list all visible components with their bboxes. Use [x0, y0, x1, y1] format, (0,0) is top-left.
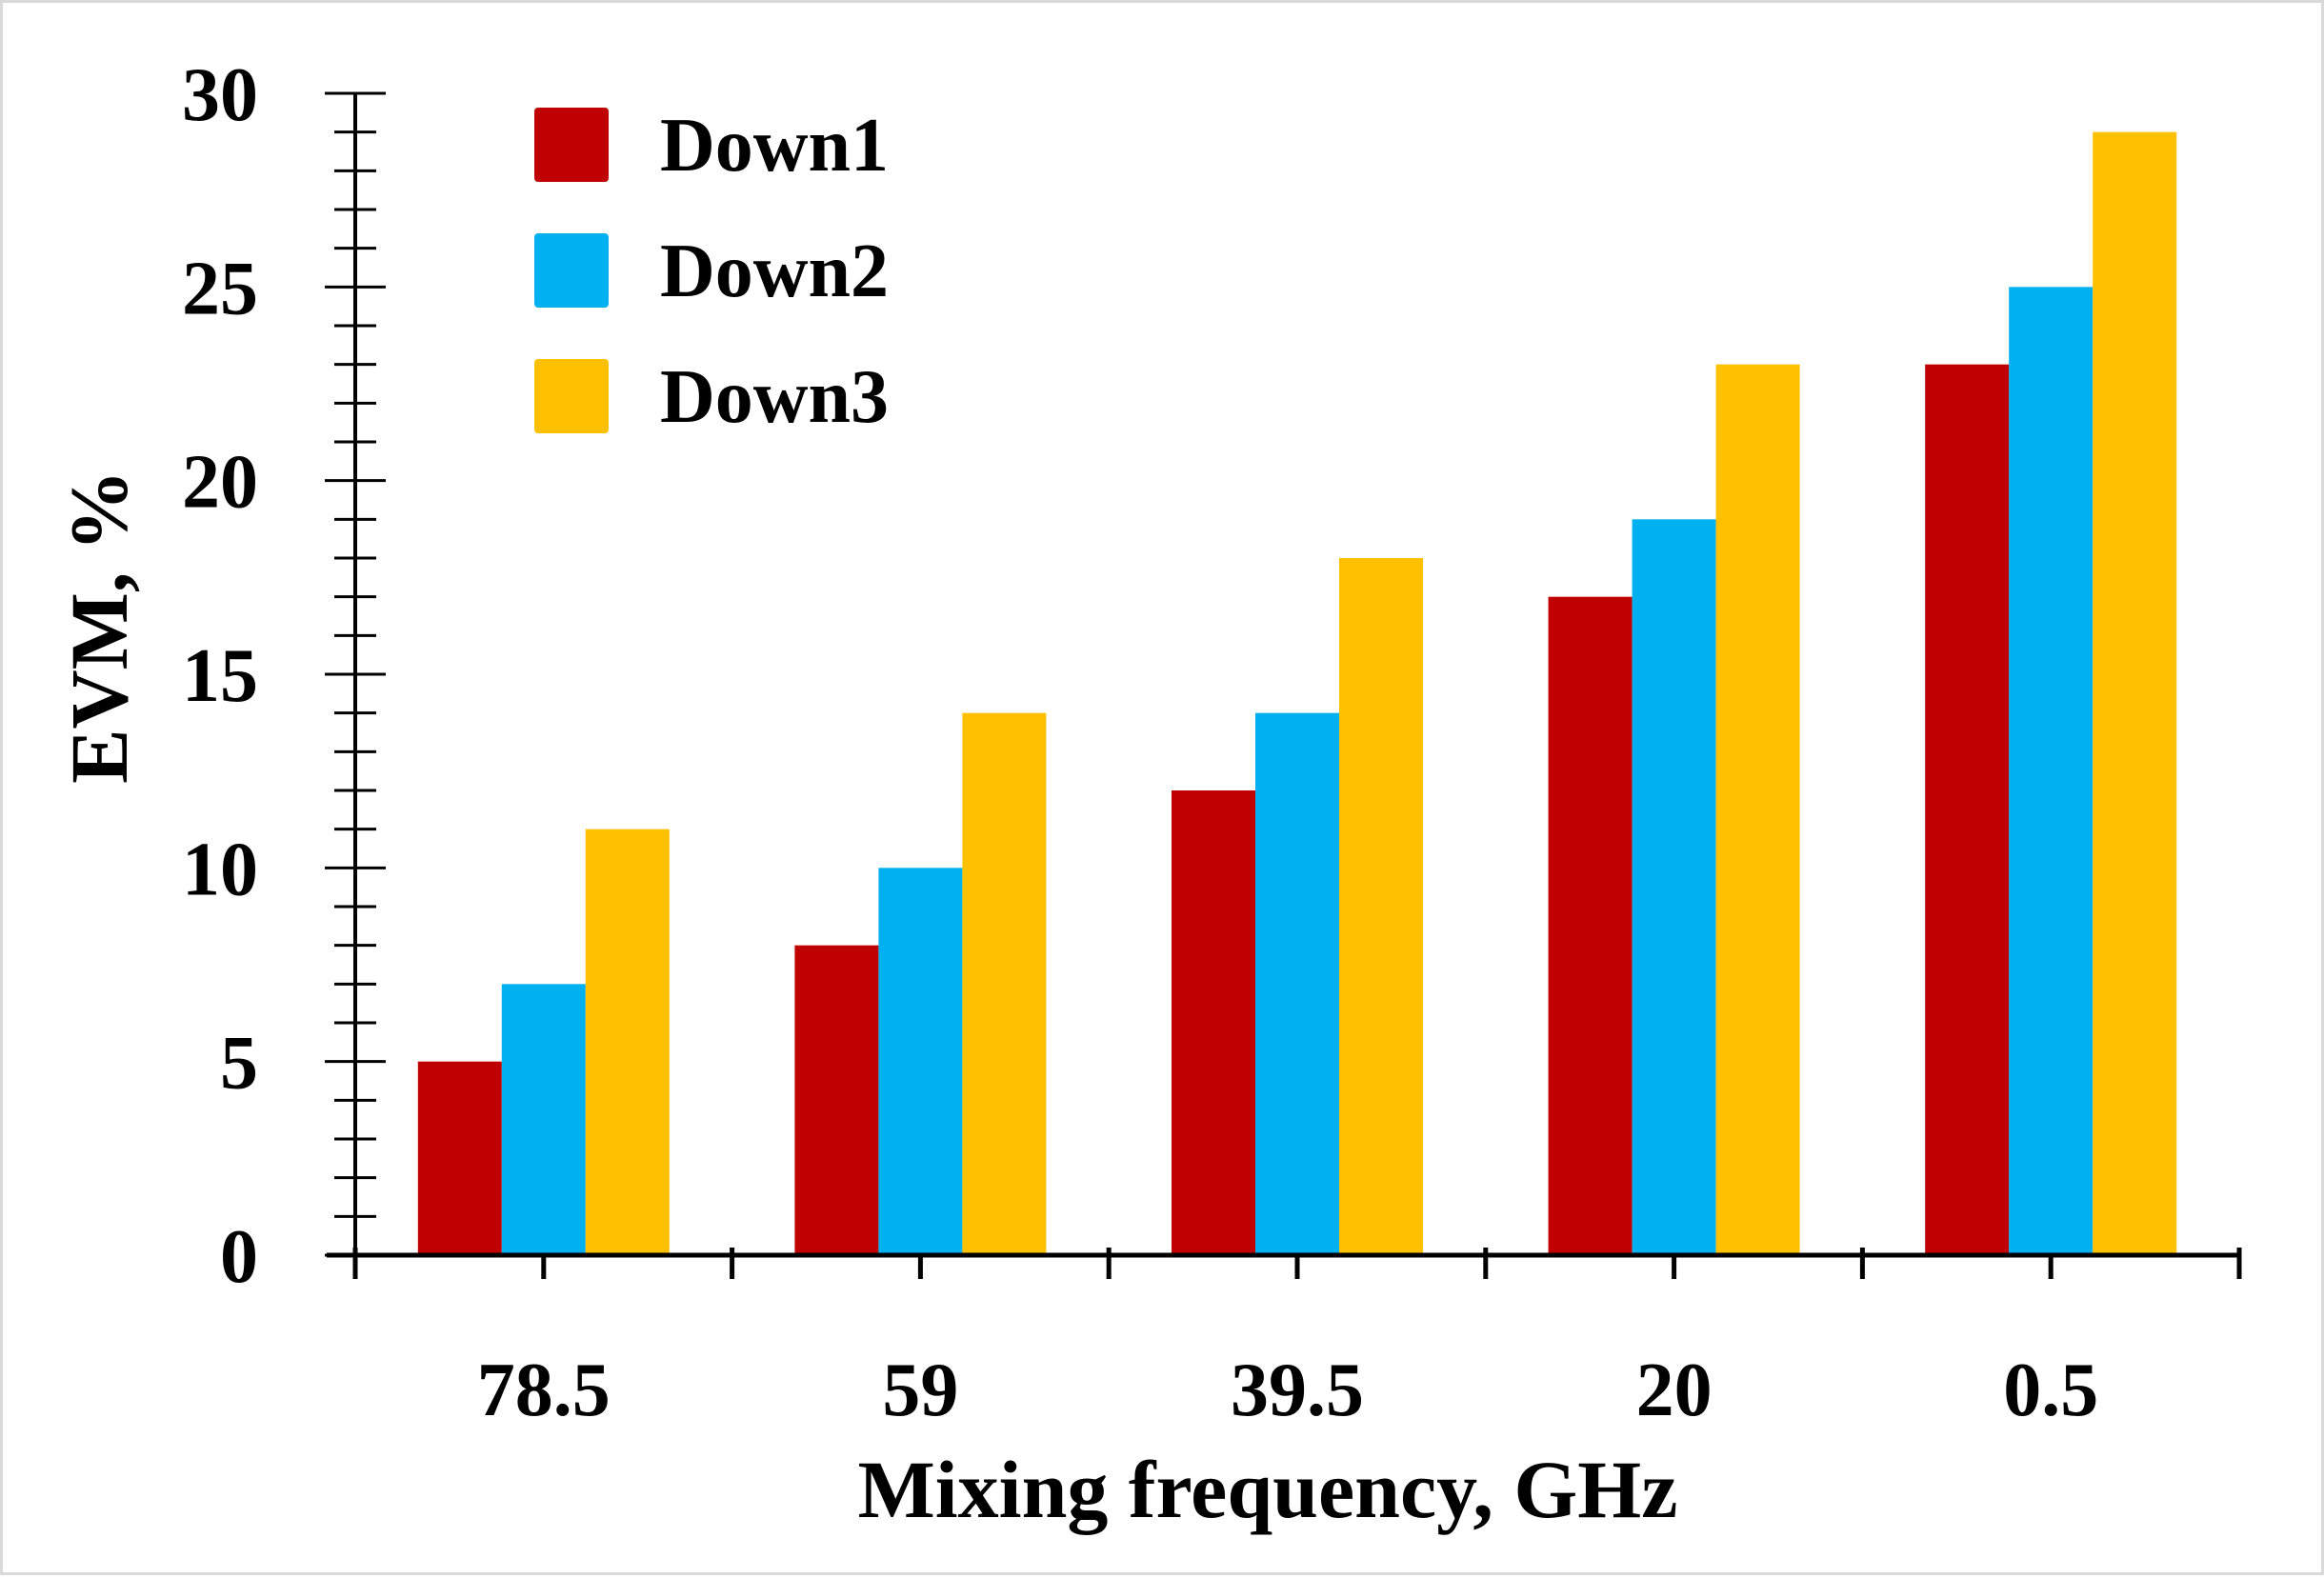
- y-tick-label-10: 10: [182, 828, 258, 911]
- x-tick-label-39.5: 39.5: [1231, 1348, 1364, 1432]
- y-tick-label-20: 20: [182, 441, 258, 525]
- legend-label-down1: Down1: [660, 104, 889, 188]
- axes-group: 0 5 10 15 20 25 30 78.5 59 39.5 20 0.5: [182, 53, 2242, 1432]
- y-tick-label-0: 0: [220, 1215, 258, 1299]
- legend-swatch-down3: [534, 359, 609, 433]
- bar-down1-39.5: [1172, 790, 1255, 1255]
- bar-down2-39.5: [1255, 712, 1339, 1255]
- bar-down3-20: [1715, 364, 1800, 1256]
- y-tick-label-15: 15: [182, 634, 258, 718]
- y-tick-label-25: 25: [182, 247, 258, 330]
- legend-swatch-down2: [534, 233, 609, 308]
- bar-down1-20: [1548, 596, 1633, 1255]
- bar-down1-59: [794, 945, 879, 1255]
- y-axis-title: EVM, %: [53, 469, 145, 784]
- bar-down2-59: [878, 868, 963, 1255]
- x-tick-label-59: 59: [882, 1348, 958, 1432]
- bar-down1-0.5: [1925, 364, 2010, 1256]
- bar-down3-39.5: [1339, 558, 1423, 1255]
- bars-group: [417, 131, 2177, 1256]
- legend-label-down3: Down3: [660, 355, 889, 439]
- bar-down2-78.5: [501, 984, 586, 1255]
- x-tick-label-0.5: 0.5: [2003, 1348, 2098, 1432]
- bar-down2-0.5: [2009, 287, 2094, 1255]
- y-tick-label-5: 5: [220, 1022, 258, 1106]
- legend-swatch-down1: [534, 108, 609, 182]
- bar-down2-20: [1632, 519, 1716, 1255]
- x-axis-title: Mixing frequency, GHz: [858, 1444, 1678, 1535]
- x-tick-label-20: 20: [1636, 1348, 1713, 1432]
- bar-down3-59: [962, 712, 1047, 1255]
- bar-down1-78.5: [417, 1061, 502, 1255]
- bar-down3-78.5: [585, 829, 670, 1255]
- legend-label-down2: Down2: [660, 230, 889, 313]
- y-tick-label-30: 30: [182, 53, 258, 137]
- legend: Down1 Down2 Down3: [534, 104, 889, 439]
- bar-down3-0.5: [2093, 131, 2177, 1256]
- x-tick-label-78.5: 78.5: [477, 1348, 611, 1432]
